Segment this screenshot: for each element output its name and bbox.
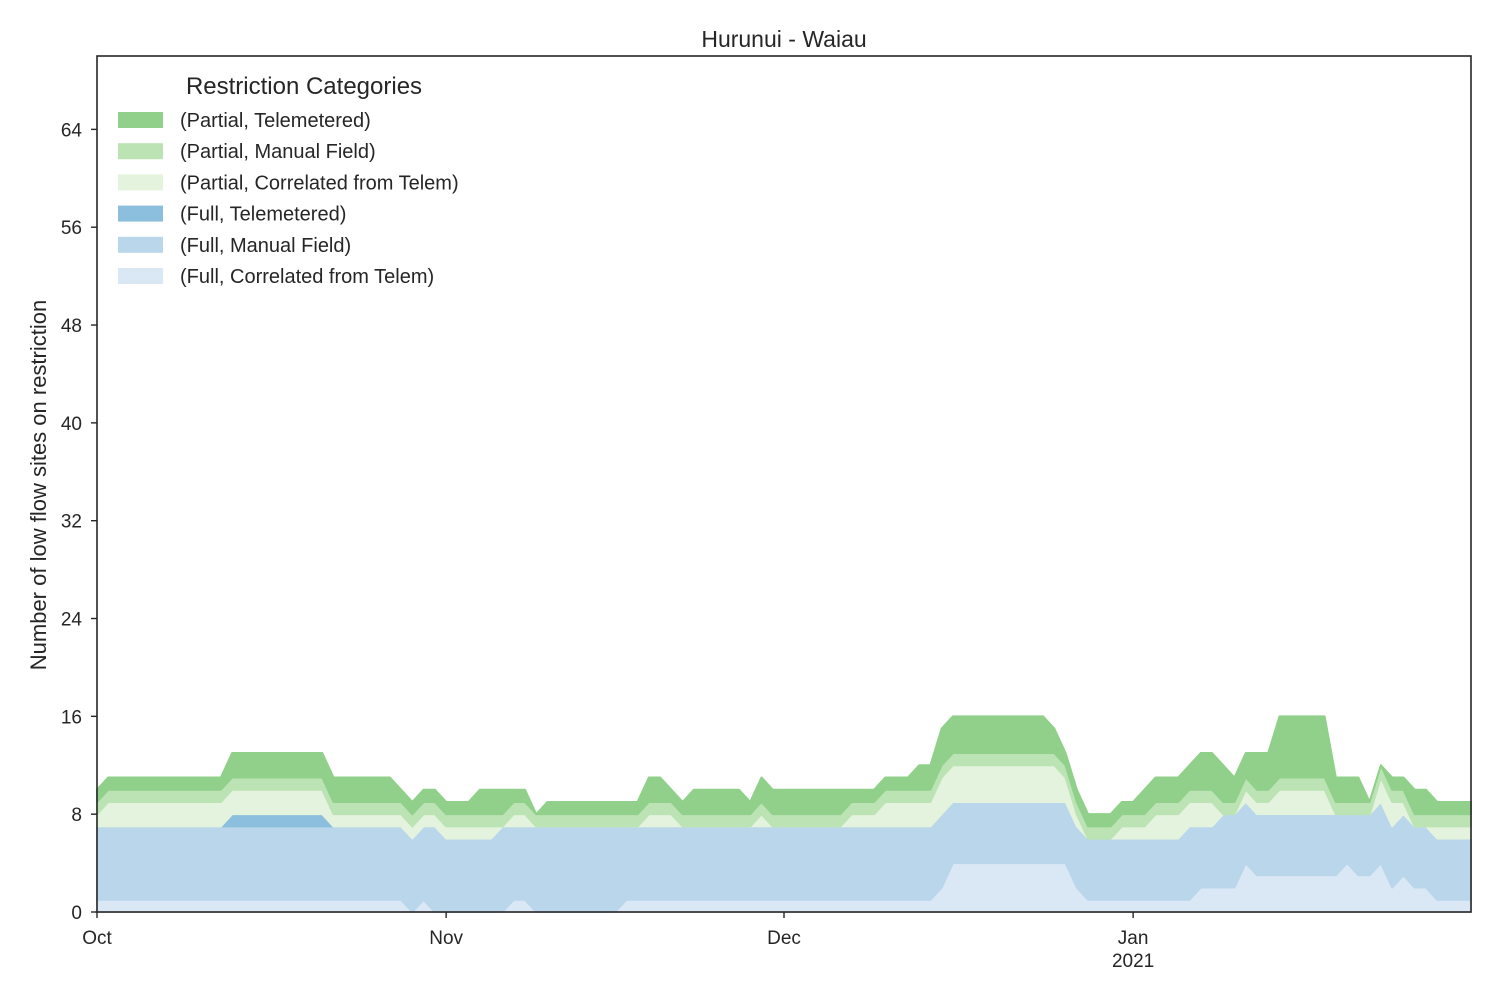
y-axis-title: Number of low flow sites on restriction [26, 300, 51, 670]
x-tick-year-label: 2021 [1112, 951, 1154, 972]
legend-swatch [118, 143, 163, 160]
series-areas [96, 715, 1472, 913]
legend-entry-label: (Full, Telemetered) [180, 204, 346, 226]
y-tick-label: 0 [71, 903, 82, 924]
y-tick-label: 40 [61, 414, 82, 435]
legend-entry-label: (Full, Manual Field) [180, 235, 351, 257]
y-tick-label: 8 [71, 805, 82, 826]
y-tick-label: 16 [61, 707, 82, 728]
legend-entry-label: (Partial, Correlated from Telem) [180, 172, 459, 194]
legend-swatch [118, 205, 163, 222]
y-tick-label: 24 [61, 610, 83, 631]
legend-swatch [118, 236, 163, 253]
y-tick-label: 32 [61, 512, 82, 533]
chart-title: Hurunui - Waiau [701, 26, 866, 52]
x-tick-label: Jan [1118, 928, 1149, 949]
legend-entry-label: (Partial, Telemetered) [180, 110, 371, 132]
legend-title: Restriction Categories [186, 73, 422, 100]
y-tick-label: 56 [61, 218, 82, 239]
y-tick-label: 48 [61, 316, 82, 337]
y-axis-ticks: 0 8 16 24 32 40 48 56 64 [61, 120, 97, 924]
x-tick-label: Nov [429, 928, 463, 949]
x-tick-label: Dec [767, 928, 801, 949]
legend-entry-label: (Partial, Manual Field) [180, 141, 376, 163]
legend: Restriction Categories (Partial, Telemet… [118, 73, 459, 288]
legend-swatch [118, 268, 163, 284]
legend-entry-label: (Full, Correlated from Telem) [180, 266, 434, 288]
legend-swatch [118, 174, 163, 191]
legend-swatch [118, 112, 163, 128]
x-tick-label: Oct [82, 928, 112, 949]
y-tick-label: 64 [61, 120, 83, 141]
